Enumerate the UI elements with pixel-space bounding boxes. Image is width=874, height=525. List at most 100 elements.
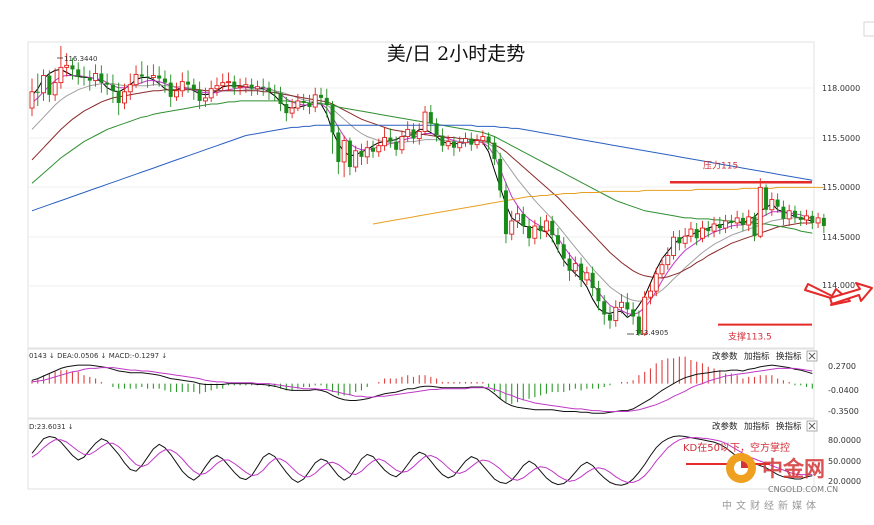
- candle-body: [220, 82, 226, 87]
- candle-body: [191, 84, 196, 90]
- candle-body: [237, 86, 243, 89]
- candle-body: [711, 223, 717, 232]
- low-marker: 113.4905: [627, 329, 668, 337]
- candle-body: [734, 217, 740, 224]
- candle-body: [394, 141, 399, 150]
- candle-body: [376, 145, 382, 153]
- candle-body: [382, 137, 388, 147]
- candle-body: [642, 296, 648, 335]
- macd-layer: [31, 356, 813, 414]
- ma-line-6: [372, 186, 824, 225]
- candle-body: [590, 272, 595, 289]
- candle-body: [254, 86, 260, 90]
- y-axis-labels: 118.0000 115.5000 115.0000 114.5000 114.…: [822, 84, 860, 290]
- candle-body: [821, 217, 826, 227]
- candle-body: [301, 100, 306, 103]
- watermark: 中金网 CNGOLD.COM.CN 中文财经新媒体: [722, 453, 838, 512]
- add-indicator-button[interactable]: 加指标: [744, 351, 770, 362]
- candle-body: [261, 86, 266, 88]
- candle-body: [764, 187, 769, 210]
- kd-d-line: [31, 437, 813, 483]
- candle-body: [653, 273, 659, 292]
- close-icon[interactable]: [806, 350, 818, 362]
- chart-title: 美/日 2小时走势: [387, 43, 526, 65]
- candle-body: [567, 258, 572, 271]
- candle-body: [625, 302, 630, 310]
- ma-line-3: [31, 89, 813, 279]
- switch-indicator-button[interactable]: 换指标: [776, 351, 802, 362]
- candle-body: [786, 210, 792, 220]
- brand-logo-icon: [726, 453, 756, 483]
- candle-body: [214, 85, 220, 90]
- kd-panel-frame: [27, 418, 815, 490]
- candle-body: [307, 102, 312, 108]
- candle-body: [87, 77, 92, 81]
- ma-line-5: [31, 124, 813, 212]
- candle-body: [47, 75, 52, 95]
- candle-body: [469, 138, 474, 145]
- candle-body: [792, 210, 797, 217]
- support-label: 支撑113.5: [728, 331, 772, 343]
- watermark-tagline: 中文财经新媒体: [722, 499, 820, 512]
- candle-body: [76, 69, 81, 77]
- candle-body: [636, 316, 641, 334]
- candle-body: [723, 220, 729, 229]
- candle-body: [64, 64, 70, 68]
- candle-body: [810, 215, 815, 223]
- candle-body: [82, 76, 87, 78]
- close-icon[interactable]: [806, 420, 818, 432]
- candle-body: [208, 88, 214, 99]
- watermark-brand: 中金网: [762, 457, 825, 481]
- ma-line-0: [31, 68, 813, 319]
- candle-body: [289, 107, 295, 114]
- support-annotation: 支撑113.5: [718, 323, 812, 343]
- candle-body: [388, 137, 393, 142]
- candle-body: [515, 213, 520, 222]
- edit-params-button[interactable]: 改参数: [712, 421, 738, 432]
- candle-body: [717, 223, 722, 229]
- candle-body: [371, 147, 376, 152]
- candle-body: [93, 73, 99, 82]
- corner-widget-icon[interactable]: [863, 21, 874, 37]
- candle-body: [677, 237, 682, 244]
- candle-body: [434, 123, 439, 136]
- ma-line-4: [31, 100, 813, 234]
- candle-body: [399, 136, 405, 151]
- candle-body: [440, 135, 445, 146]
- switch-indicator-button[interactable]: 换指标: [776, 421, 802, 432]
- candle-body: [498, 158, 503, 191]
- candle-body: [694, 229, 699, 239]
- candle-body: [110, 84, 115, 91]
- candle-body: [272, 91, 277, 93]
- candle-body: [706, 228, 711, 232]
- candle-body: [202, 97, 208, 102]
- candle-body: [145, 76, 150, 78]
- down-trend-arrow-icon: [804, 282, 873, 306]
- add-indicator-button[interactable]: 加指标: [744, 421, 770, 432]
- candle-body: [688, 228, 694, 237]
- candle-body: [58, 66, 64, 84]
- candle-body: [555, 235, 560, 245]
- macd-toolbar: 改参数 加指标 换指标: [712, 350, 818, 362]
- y-tick-label: 118.0000: [822, 84, 860, 93]
- candle-body: [226, 81, 231, 84]
- candle-body: [561, 244, 566, 259]
- candle-body: [451, 141, 456, 148]
- candle-body: [336, 132, 341, 162]
- candle-body: [740, 217, 745, 225]
- candle-body: [364, 147, 370, 158]
- high-marker-label: 116.3440: [64, 55, 97, 63]
- candle-body: [186, 81, 191, 85]
- edit-params-button[interactable]: 改参数: [712, 351, 738, 362]
- candle-body: [543, 220, 549, 232]
- candle-body: [422, 111, 428, 132]
- resistance-label: 压力115: [703, 159, 738, 171]
- macd-y-tick: -0.0400: [828, 386, 859, 395]
- kd-toolbar: 改参数 加指标 换指标: [712, 420, 818, 432]
- candle-body: [584, 272, 590, 281]
- candle-body: [729, 220, 734, 223]
- candle-body: [168, 82, 173, 97]
- candle-body: [457, 142, 463, 149]
- candle-body: [769, 199, 775, 211]
